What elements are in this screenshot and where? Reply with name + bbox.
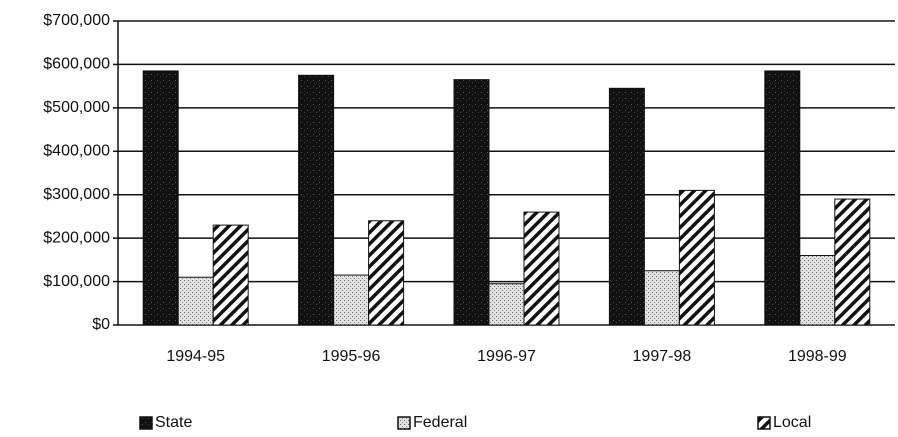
bar (488, 283, 525, 326)
y-tick-label: $600,000 (43, 56, 110, 73)
legend-swatch (757, 416, 771, 430)
bar (142, 70, 179, 326)
bar (298, 74, 335, 326)
legend-label: State (155, 414, 192, 431)
bar (453, 79, 490, 326)
x-tick-label: 1994-95 (166, 348, 225, 365)
legend-label: Federal (413, 414, 467, 431)
bar (799, 255, 836, 326)
legend-swatch (397, 416, 411, 430)
legend-label: Local (773, 414, 811, 431)
x-tick-label: 1998-99 (788, 348, 847, 365)
bar (764, 70, 801, 326)
bar (177, 276, 214, 326)
bar (643, 270, 680, 326)
x-tick-label: 1997-98 (633, 348, 692, 365)
bar (212, 224, 249, 326)
x-tick-label: 1995-96 (322, 348, 381, 365)
y-tick-label: $700,000 (43, 12, 110, 29)
x-tick-label: 1996-97 (477, 348, 536, 365)
y-tick-label: $0 (92, 316, 110, 333)
y-tick-label: $300,000 (43, 186, 110, 203)
bar (834, 198, 871, 326)
bar (678, 189, 715, 326)
y-tick-label: $400,000 (43, 143, 110, 160)
bar (368, 220, 405, 326)
bar (523, 211, 560, 326)
y-tick-label: $200,000 (43, 229, 110, 246)
legend-swatch (139, 416, 153, 430)
bar (608, 87, 645, 326)
y-tick-label: $500,000 (43, 99, 110, 116)
y-tick-label: $100,000 (43, 273, 110, 290)
bar (333, 274, 370, 326)
